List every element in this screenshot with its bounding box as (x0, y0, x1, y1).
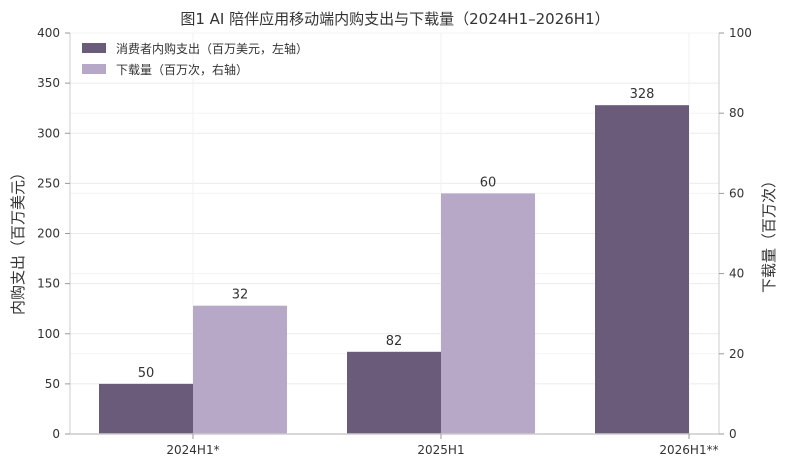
bar-spend-0 (99, 383, 193, 434)
y2-tick-labels: 0 20 40 60 80 100 (719, 26, 752, 441)
bar-value-label: 328 (630, 87, 655, 102)
y-tick-label: 50 (45, 377, 60, 391)
bar-value-label: 50 (138, 366, 155, 381)
bar-spend-2 (595, 105, 689, 435)
y-tick-label: 250 (37, 176, 60, 190)
bars (99, 105, 689, 435)
y-tick-label: 0 (52, 427, 60, 441)
y2-tick-label: 60 (729, 186, 744, 200)
legend: 消费者内购支出（百万美元，左轴） 下载量（百万次，右轴） (82, 41, 308, 77)
bar-spend-1 (347, 351, 441, 434)
y-tick-label: 200 (37, 227, 60, 241)
y2-tick-label: 100 (729, 26, 752, 40)
x-tick-label: 2025H1 (417, 443, 464, 457)
y2-tick-label: 0 (729, 427, 737, 441)
x-tick-labels: 2024H1* 2025H1 2026H1** (166, 434, 719, 457)
bar-value-label: 32 (232, 288, 249, 303)
bar-labels: 50 32 82 60 328 (138, 87, 655, 381)
y-tick-label: 100 (37, 327, 60, 341)
legend-label-spend: 消费者内购支出（百万美元，左轴） (116, 41, 308, 56)
bar-downloads-0 (193, 305, 287, 434)
y-tick-label: 400 (37, 26, 60, 40)
y2-tick-label: 80 (729, 106, 744, 120)
x-tick-label: 2026H1** (659, 443, 718, 457)
legend-label-downloads: 下载量（百万次，右轴） (116, 62, 248, 77)
y-tick-labels: 0 50 100 150 200 250 300 350 400 (37, 26, 70, 441)
legend-swatch-spend (82, 43, 106, 53)
y-tick-label: 300 (37, 126, 60, 140)
bar-value-label: 82 (386, 334, 403, 349)
x-tick-label: 2024H1* (166, 443, 219, 457)
bar-value-label: 60 (480, 175, 497, 190)
bar-downloads-1 (441, 193, 535, 434)
y-tick-label: 350 (37, 76, 60, 90)
y2-tick-label: 20 (729, 347, 744, 361)
legend-swatch-downloads (82, 64, 106, 74)
y-axis-label: 内购支出（百万美元） (9, 165, 27, 315)
y2-tick-label: 40 (729, 267, 744, 281)
y-tick-label: 150 (37, 277, 60, 291)
y2-axis-label: 下载量（百万次） (760, 173, 778, 293)
chart-title: 图1 AI 陪伴应用移动端内购支出与下载量（2024H1–2026H1） (180, 10, 609, 28)
